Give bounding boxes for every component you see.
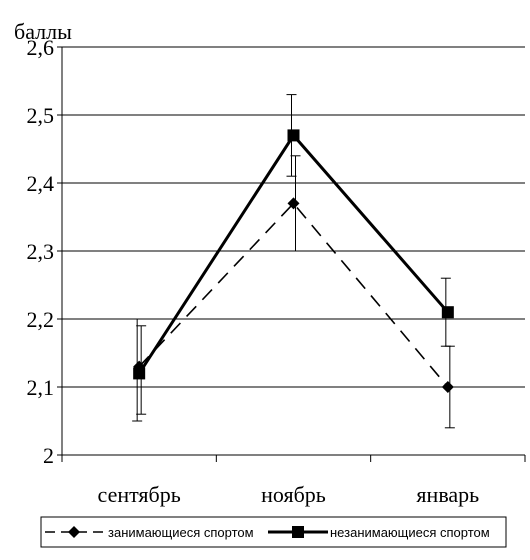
- y-tick-label: 2,4: [27, 171, 55, 196]
- gridlines: [62, 46, 525, 388]
- y-tick-label: 2,6: [27, 35, 55, 60]
- y-tick-label: 2,3: [27, 239, 55, 264]
- data-point: [287, 197, 300, 210]
- series-lines: [137, 132, 449, 388]
- legend: занимающиеся спортом незанимающиеся спорт…: [40, 516, 507, 548]
- data-point: [441, 381, 454, 393]
- series-line: [137, 132, 449, 375]
- x-tick-label: январь: [416, 482, 479, 507]
- data-point: [133, 367, 146, 380]
- x-tick-label: сентябрь: [98, 482, 181, 507]
- y-tick-label: 2,5: [27, 103, 55, 128]
- x-tick-label: ноябрь: [261, 482, 326, 507]
- y-tick-label: 2: [43, 443, 54, 468]
- y-tick-label: 2,2: [27, 307, 55, 332]
- y-tick-label: 2,1: [27, 375, 55, 400]
- legend-label: незанимающиеся спортом: [330, 525, 490, 540]
- y-axis-label: баллы: [14, 19, 72, 44]
- error-bars: [132, 94, 455, 429]
- axes: [57, 46, 526, 462]
- data-point: [287, 129, 300, 142]
- legend-label: занимающиеся спортом: [108, 525, 254, 540]
- series-markers: [133, 129, 454, 393]
- x-tick-labels: сентябрь ноябрь январь: [98, 482, 480, 507]
- data-point: [441, 306, 454, 319]
- series-line: [138, 202, 449, 388]
- legend-marker: [68, 526, 80, 538]
- y-tick-labels: 2 2,1 2,2 2,3 2,4 2,5 2,6: [27, 35, 55, 468]
- legend-marker: [292, 526, 304, 538]
